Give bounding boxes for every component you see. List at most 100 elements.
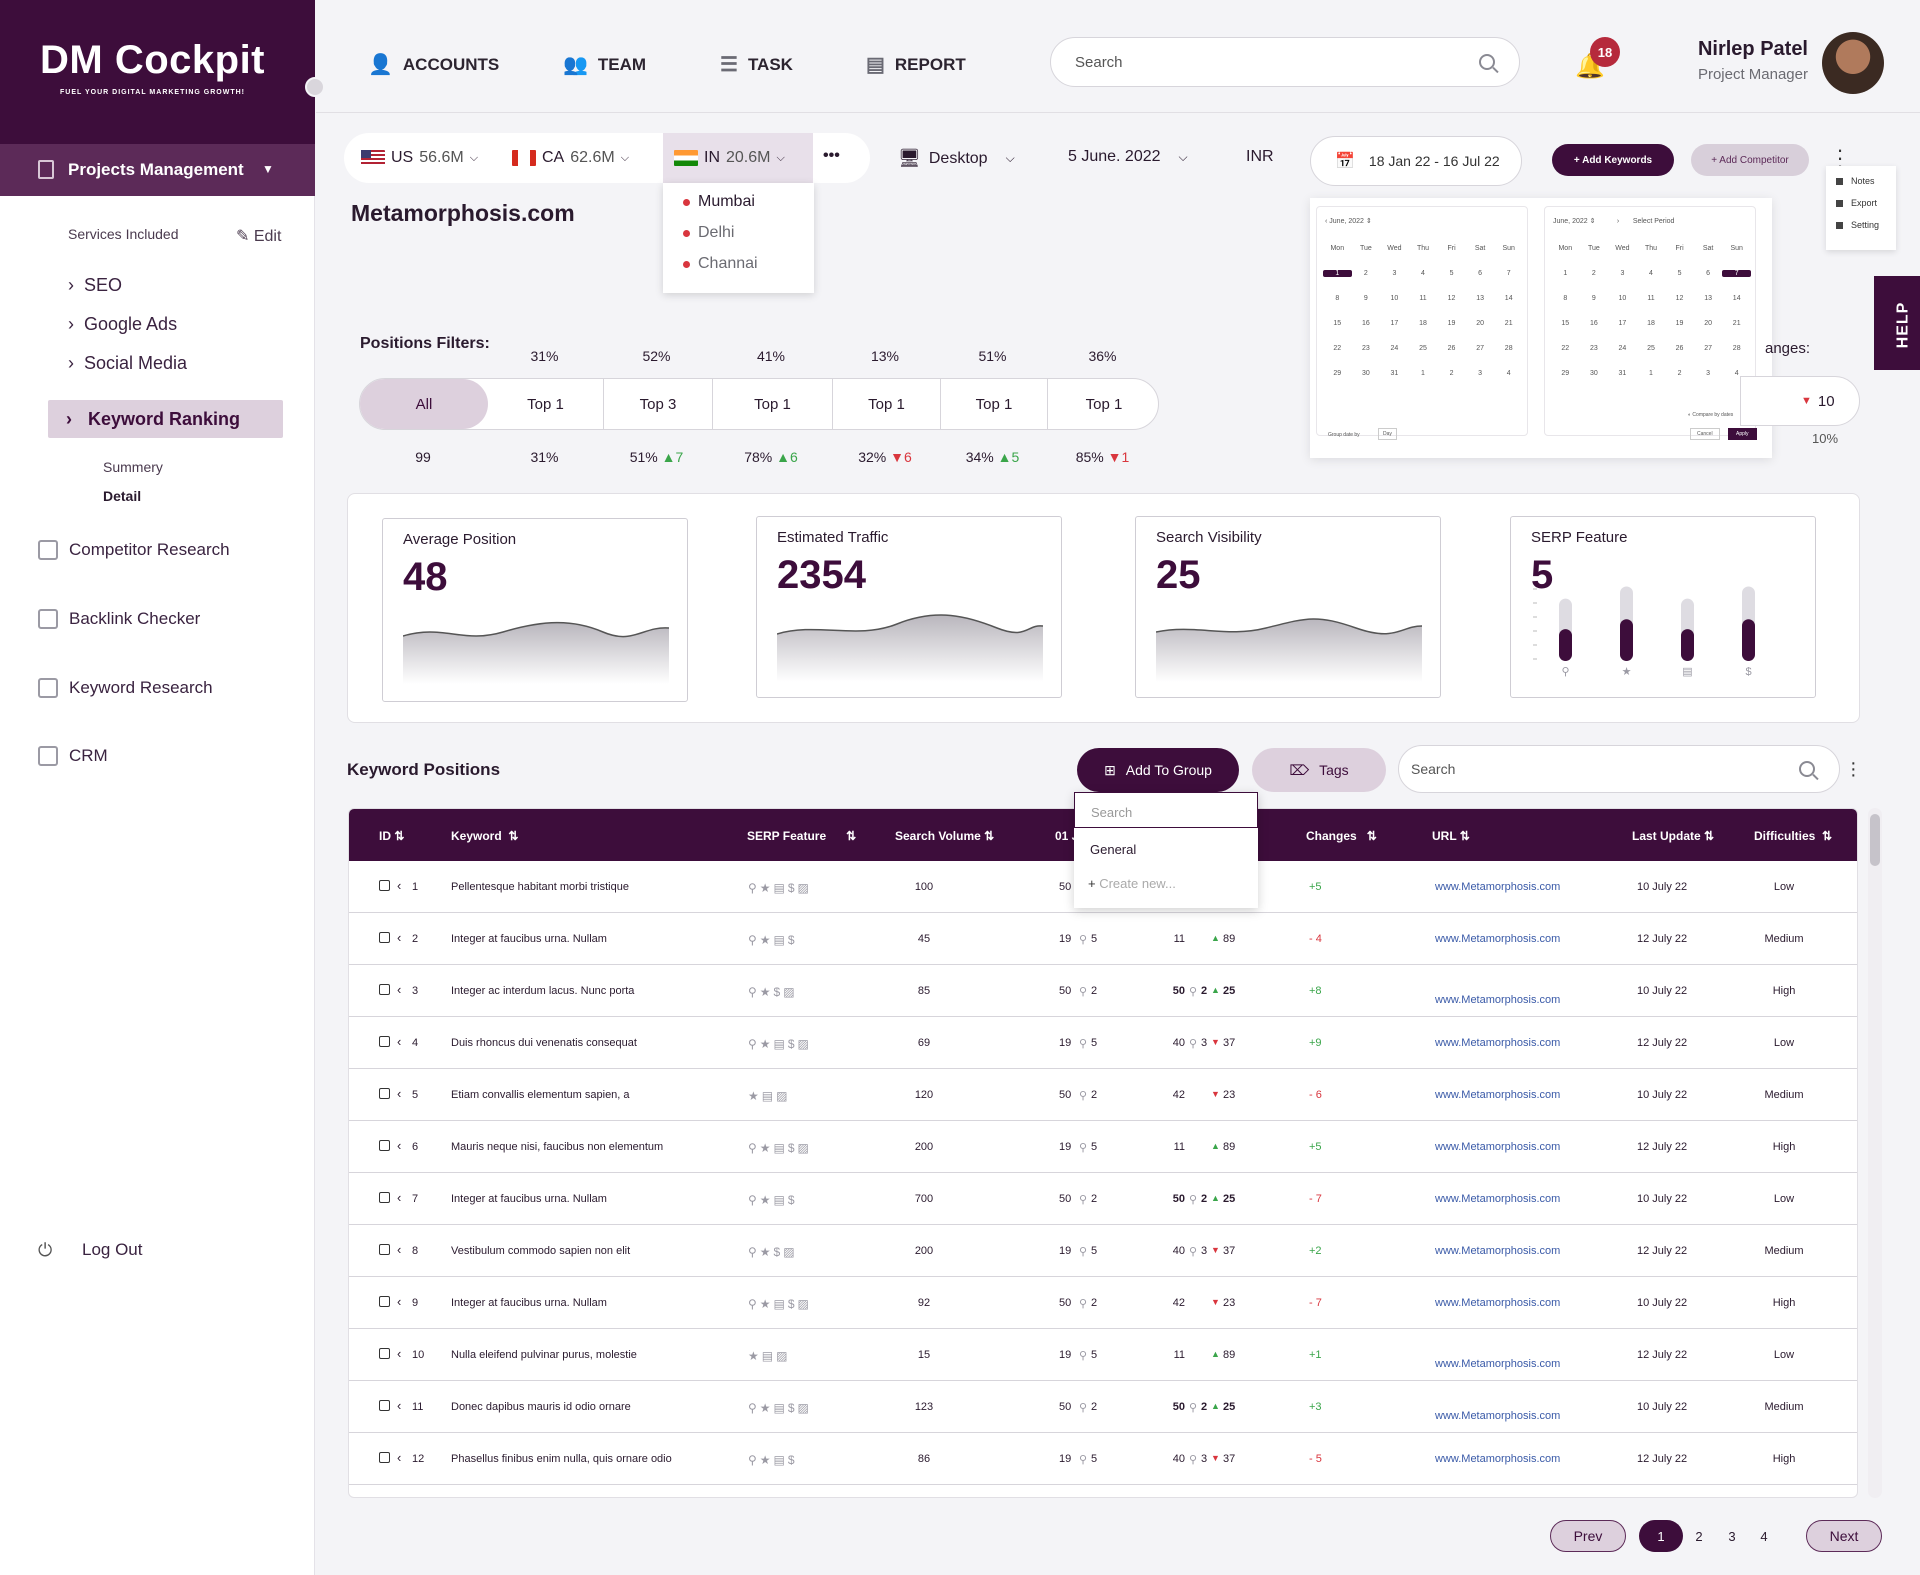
row-url[interactable]: www.Metamorphosis.com: [1435, 994, 1561, 1006]
table-row[interactable]: ‹ 4 Duis rhoncus dui venenatis consequat ⚲★…: [349, 1017, 1857, 1069]
compare-toggle[interactable]: ◐ Compare by dates: [1688, 412, 1734, 418]
nav-team[interactable]: 👥 TEAM: [563, 52, 646, 77]
calendar-day[interactable]: 4: [1649, 270, 1653, 277]
calendar-day[interactable]: 18: [1419, 320, 1427, 327]
calendar-day[interactable]: 19: [1675, 320, 1684, 327]
city-option[interactable]: Channai: [683, 255, 758, 273]
table-row[interactable]: ‹ 3 Integer ac interdum lacus. Nunc porta ⚲…: [349, 965, 1857, 1017]
calendar-day[interactable]: 18: [1647, 320, 1655, 327]
calendar-day[interactable]: 30: [1589, 370, 1598, 377]
subitem-detail[interactable]: Detail: [103, 488, 142, 504]
calendar-day[interactable]: 21: [1504, 320, 1513, 327]
calendar-day[interactable]: 21: [1732, 320, 1741, 327]
changes-filter[interactable]: ▼ 10: [1740, 376, 1860, 426]
col-id[interactable]: ID ⇅: [379, 829, 405, 843]
prev-page-button[interactable]: Prev: [1550, 1520, 1626, 1552]
tags-button[interactable]: ⌦ Tags: [1252, 748, 1386, 792]
calendar-day[interactable]: 14: [1732, 295, 1741, 302]
serp-bar[interactable]: [1742, 619, 1755, 661]
expand-icon[interactable]: ‹: [397, 982, 402, 997]
calendar-day[interactable]: 22: [1561, 345, 1570, 352]
calendar-day[interactable]: 30: [1361, 370, 1370, 377]
sidebar-item-social-media[interactable]: › Social Media: [68, 353, 188, 373]
calendar-day[interactable]: 3: [1620, 270, 1625, 277]
calendar-day[interactable]: 9: [1591, 295, 1596, 302]
calendar-day[interactable]: 16: [1361, 320, 1370, 327]
filter-segment[interactable]: Top 1: [940, 379, 1047, 429]
sidebar-item-competitor-research[interactable]: Competitor Research: [69, 540, 230, 559]
col-changes[interactable]: Changes ⇅: [1306, 829, 1377, 843]
calendar-day[interactable]: 3: [1478, 370, 1483, 377]
expand-icon[interactable]: ‹: [397, 1450, 402, 1465]
country-in[interactable]: IN 20.6M ⌵: [674, 149, 785, 167]
calendar-day[interactable]: 31: [1390, 370, 1399, 377]
calendar-apply-button[interactable]: Apply: [1728, 428, 1757, 440]
nav-report[interactable]: ▤ REPORT: [866, 52, 966, 77]
calendar-day[interactable]: 25: [1647, 345, 1655, 352]
calendar-day[interactable]: 2: [1677, 370, 1682, 377]
calendar-day[interactable]: 16: [1589, 320, 1598, 327]
col-serp-feature[interactable]: SERP Feature ⇅: [747, 829, 857, 843]
page-2[interactable]: 2: [1695, 1528, 1703, 1544]
row-checkbox[interactable]: [379, 1400, 390, 1414]
calendar-day[interactable]: 1: [1563, 270, 1568, 277]
projects-management-menu[interactable]: Projects Management ▼: [0, 144, 315, 196]
calendar-day[interactable]: 11: [1419, 295, 1427, 302]
calendar-day[interactable]: 26: [1447, 345, 1456, 352]
table-row[interactable]: ‹ 7 Integer at faucibus urna. Nullam ⚲★▤$ 70…: [349, 1173, 1857, 1225]
help-tab[interactable]: HELP: [1874, 276, 1920, 370]
expand-icon[interactable]: ‹: [397, 1138, 402, 1153]
expand-icon[interactable]: ‹: [397, 1086, 402, 1101]
calendar-day[interactable]: 25: [1419, 345, 1427, 352]
calendar-day[interactable]: 9: [1363, 295, 1368, 302]
calendar-day[interactable]: 15: [1333, 320, 1342, 327]
row-url[interactable]: www.Metamorphosis.com: [1435, 1245, 1561, 1257]
row-checkbox[interactable]: [379, 1452, 390, 1466]
calendar-day[interactable]: 8: [1335, 295, 1340, 302]
row-url[interactable]: www.Metamorphosis.com: [1435, 881, 1561, 893]
card-average-position[interactable]: Average Position 48: [382, 518, 688, 702]
row-url[interactable]: www.Metamorphosis.com: [1435, 1297, 1561, 1309]
calendar-day[interactable]: 13: [1476, 295, 1485, 302]
row-checkbox[interactable]: [379, 1296, 390, 1310]
col-last-update[interactable]: Last Update ⇅: [1632, 829, 1715, 843]
search-icon[interactable]: [1479, 54, 1495, 70]
calendar-day[interactable]: 3: [1706, 370, 1711, 377]
row-checkbox[interactable]: [379, 1088, 390, 1102]
calendar-day[interactable]: 11: [1647, 295, 1655, 302]
calendar-cancel-button[interactable]: Cancel: [1690, 428, 1720, 440]
serp-bar[interactable]: [1559, 629, 1572, 661]
row-checkbox[interactable]: [379, 932, 390, 946]
calendar-day[interactable]: 28: [1504, 345, 1513, 352]
row-url[interactable]: www.Metamorphosis.com: [1435, 1410, 1561, 1422]
add-to-group-button[interactable]: ⊞ Add To Group: [1077, 748, 1239, 792]
group-option-general[interactable]: General: [1090, 842, 1137, 857]
scrollbar-thumb[interactable]: [1870, 814, 1880, 866]
calendar-day[interactable]: 4: [1421, 270, 1425, 277]
calendar-day[interactable]: 12: [1675, 295, 1684, 302]
brand-logo[interactable]: DM Cockpit FUEL YOUR DIGITAL MARKETING G…: [0, 0, 325, 144]
search-icon[interactable]: [1799, 761, 1815, 777]
calendar-day[interactable]: 7: [1506, 270, 1511, 277]
card-search-visibility[interactable]: Search Visibility 25: [1135, 516, 1441, 698]
table-scrollbar[interactable]: [1868, 808, 1882, 1498]
calendar-day[interactable]: 1: [1649, 370, 1653, 377]
calendar-day[interactable]: 5: [1677, 270, 1682, 277]
calendar-day[interactable]: 3: [1392, 270, 1397, 277]
calendar-day[interactable]: 20: [1476, 320, 1485, 327]
row-url[interactable]: www.Metamorphosis.com: [1435, 1037, 1561, 1049]
calendar-day[interactable]: 20: [1704, 320, 1713, 327]
calendar-day[interactable]: 15: [1561, 320, 1570, 327]
expand-icon[interactable]: ‹: [397, 1242, 402, 1257]
calendar-day[interactable]: 31: [1618, 370, 1627, 377]
calendar-day[interactable]: 27: [1476, 345, 1485, 352]
calendar-month-right[interactable]: June, 2022 ⇕ › Select Period: [1553, 218, 1675, 225]
calendar-day[interactable]: 17: [1390, 320, 1399, 327]
row-checkbox[interactable]: [379, 880, 390, 894]
table-row[interactable]: ‹ 5 Etiam convallis elementum sapien, a ★▤▨…: [349, 1069, 1857, 1121]
calendar-day[interactable]: 6: [1478, 270, 1483, 277]
table-row[interactable]: ‹ 6 Mauris neque nisi, faucibus non elemen…: [349, 1121, 1857, 1173]
calendar-day[interactable]: 13: [1704, 295, 1713, 302]
serp-bar[interactable]: [1620, 619, 1633, 661]
expand-icon[interactable]: ‹: [397, 930, 402, 945]
